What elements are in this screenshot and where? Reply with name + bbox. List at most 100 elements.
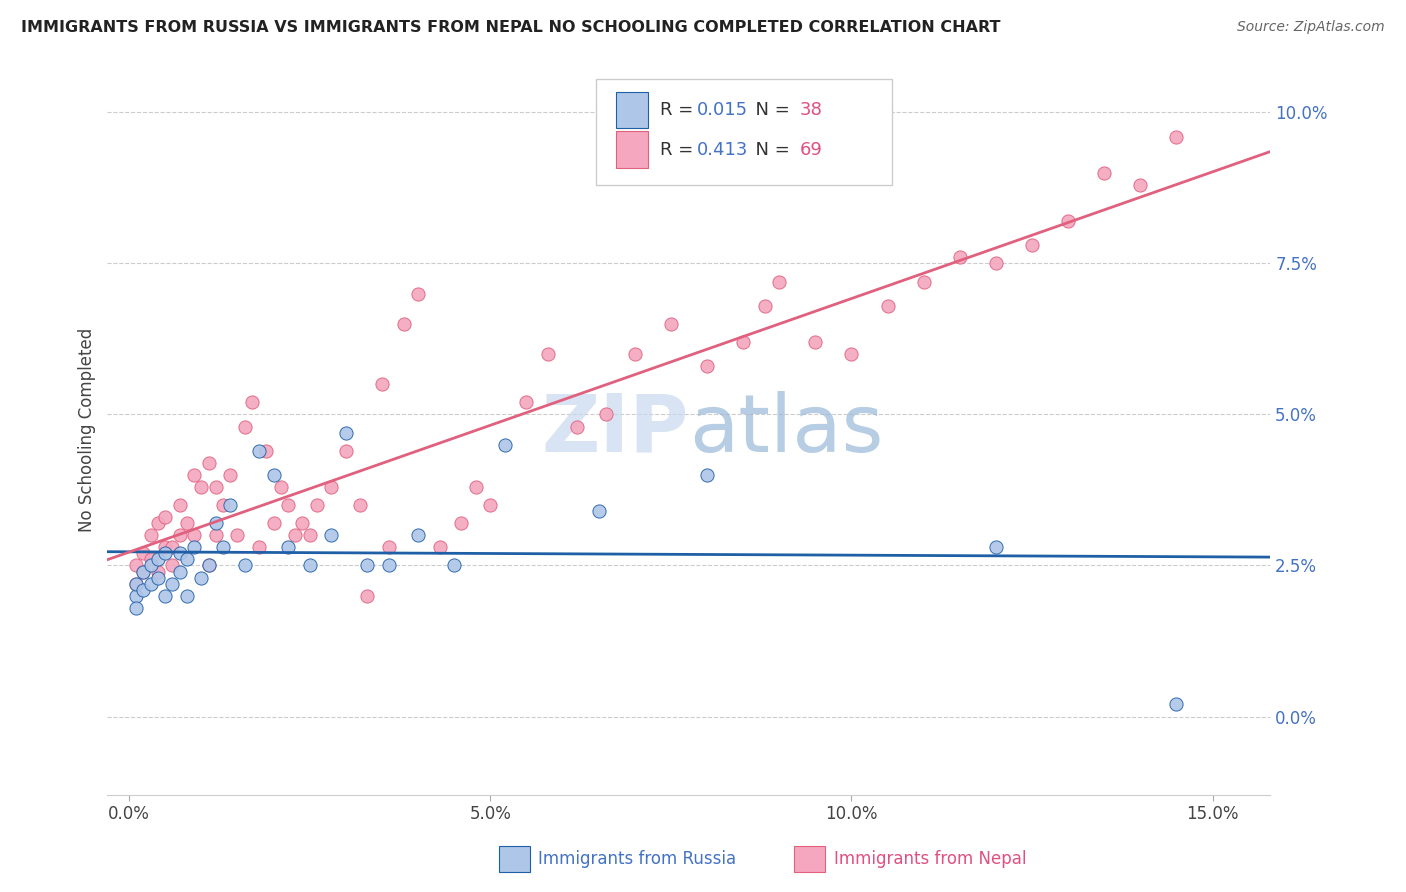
Text: N =: N = bbox=[744, 101, 794, 120]
Point bbox=[240, 395, 263, 409]
Bar bbox=[616, 131, 648, 168]
Point bbox=[984, 541, 1007, 555]
Text: N =: N = bbox=[744, 141, 794, 159]
Point bbox=[176, 589, 198, 603]
Point bbox=[595, 408, 617, 422]
Point bbox=[321, 528, 343, 542]
Point bbox=[984, 256, 1007, 270]
Point bbox=[731, 334, 754, 349]
Point bbox=[132, 565, 155, 579]
Text: IMMIGRANTS FROM RUSSIA VS IMMIGRANTS FROM NEPAL NO SCHOOLING COMPLETED CORRELATI: IMMIGRANTS FROM RUSSIA VS IMMIGRANTS FRO… bbox=[21, 20, 1001, 35]
Point bbox=[804, 334, 827, 349]
Point bbox=[254, 443, 277, 458]
Point bbox=[204, 516, 226, 531]
Text: 0.413: 0.413 bbox=[697, 141, 748, 159]
Point bbox=[153, 546, 176, 560]
Point bbox=[153, 510, 176, 524]
Point bbox=[190, 571, 212, 585]
Bar bbox=[616, 92, 648, 128]
Point bbox=[153, 589, 176, 603]
Point bbox=[378, 541, 401, 555]
Point bbox=[212, 498, 235, 512]
Text: R =: R = bbox=[659, 101, 699, 120]
Point bbox=[371, 377, 394, 392]
Point bbox=[226, 528, 249, 542]
Point bbox=[356, 558, 378, 573]
Point bbox=[169, 565, 191, 579]
Point bbox=[212, 541, 235, 555]
Point bbox=[169, 528, 191, 542]
Point bbox=[659, 317, 682, 331]
Point bbox=[429, 541, 451, 555]
Text: 0.015: 0.015 bbox=[697, 101, 748, 120]
Point bbox=[197, 456, 219, 470]
Point bbox=[335, 425, 357, 440]
Point bbox=[284, 528, 307, 542]
Point bbox=[298, 558, 321, 573]
Point bbox=[204, 528, 226, 542]
Point bbox=[139, 528, 162, 542]
Point bbox=[1166, 698, 1188, 712]
Point bbox=[146, 571, 169, 585]
Point bbox=[1129, 178, 1152, 192]
Point bbox=[768, 275, 790, 289]
Point bbox=[139, 576, 162, 591]
Point bbox=[696, 359, 718, 373]
Text: Immigrants from Nepal: Immigrants from Nepal bbox=[834, 850, 1026, 868]
Point bbox=[912, 275, 935, 289]
Point bbox=[305, 498, 328, 512]
Point bbox=[233, 419, 256, 434]
Point bbox=[146, 552, 169, 566]
Point bbox=[176, 516, 198, 531]
Point bbox=[139, 558, 162, 573]
Point bbox=[183, 467, 205, 482]
Point bbox=[125, 589, 148, 603]
Point bbox=[169, 498, 191, 512]
Point bbox=[146, 516, 169, 531]
Point bbox=[132, 565, 155, 579]
Point bbox=[450, 516, 472, 531]
Point bbox=[183, 528, 205, 542]
Point bbox=[443, 558, 465, 573]
Text: R =: R = bbox=[659, 141, 699, 159]
Text: 38: 38 bbox=[800, 101, 823, 120]
Point bbox=[392, 317, 415, 331]
Point bbox=[1021, 238, 1043, 252]
Point bbox=[183, 541, 205, 555]
FancyBboxPatch shape bbox=[596, 78, 893, 185]
Point bbox=[949, 251, 972, 265]
Point bbox=[132, 546, 155, 560]
Point bbox=[464, 480, 486, 494]
Point bbox=[125, 558, 148, 573]
Point bbox=[125, 576, 148, 591]
Point bbox=[406, 528, 429, 542]
Point bbox=[515, 395, 537, 409]
Point bbox=[219, 498, 242, 512]
Point bbox=[335, 443, 357, 458]
Point bbox=[204, 480, 226, 494]
Point bbox=[219, 467, 242, 482]
Point bbox=[479, 498, 502, 512]
Point bbox=[1057, 214, 1080, 228]
Point bbox=[321, 480, 343, 494]
Point bbox=[841, 347, 863, 361]
Point bbox=[277, 498, 299, 512]
Point bbox=[146, 565, 169, 579]
Text: atlas: atlas bbox=[689, 391, 883, 468]
Point bbox=[298, 528, 321, 542]
Point bbox=[291, 516, 314, 531]
Point bbox=[565, 419, 588, 434]
Point bbox=[623, 347, 645, 361]
Point bbox=[247, 443, 270, 458]
Point bbox=[197, 558, 219, 573]
Point bbox=[176, 552, 198, 566]
Text: 69: 69 bbox=[800, 141, 823, 159]
Point bbox=[169, 546, 191, 560]
Point bbox=[406, 286, 429, 301]
Point bbox=[197, 558, 219, 573]
Point bbox=[270, 480, 292, 494]
Point bbox=[162, 541, 184, 555]
Point bbox=[494, 438, 516, 452]
Point bbox=[125, 576, 148, 591]
Point bbox=[876, 299, 898, 313]
